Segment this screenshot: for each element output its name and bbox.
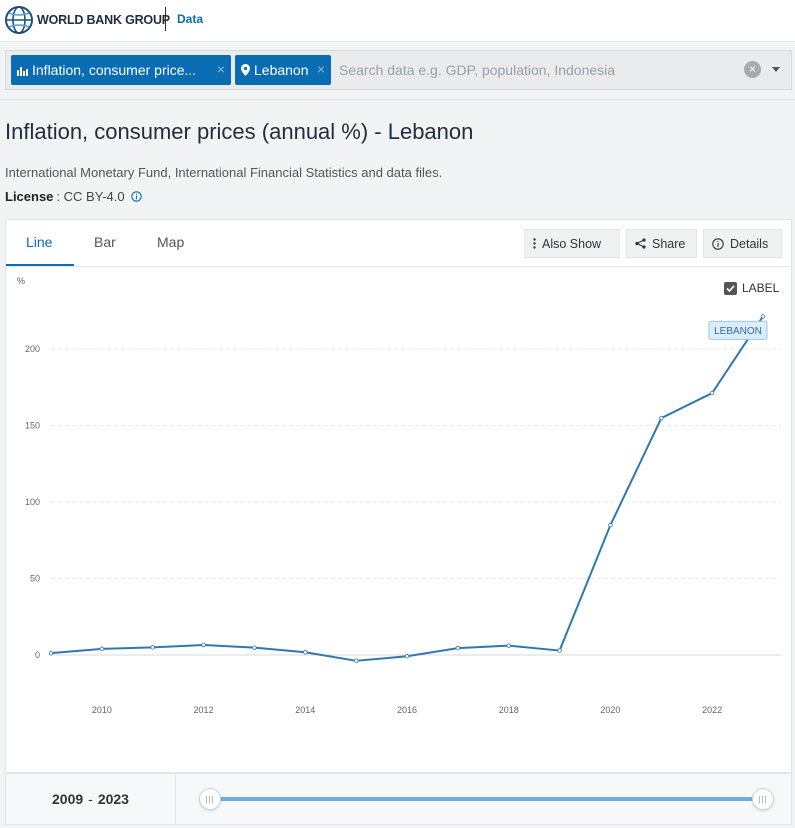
chart-panel: Line Bar Map Also Show Share Details LAB… bbox=[5, 219, 792, 773]
data-point bbox=[608, 522, 613, 528]
x-tick-label: 2016 bbox=[397, 705, 417, 715]
close-icon[interactable]: × bbox=[216, 61, 225, 77]
page-title: Inflation, consumer prices (annual %) - … bbox=[5, 119, 474, 144]
info-icon[interactable] bbox=[130, 191, 142, 202]
more-vertical-icon bbox=[533, 238, 536, 249]
indicator-chip[interactable]: Inflation, consumer price... × bbox=[11, 55, 231, 85]
close-icon[interactable]: × bbox=[316, 61, 325, 77]
line-chart: % 0 50 100 150 200 2010 2012 2014 2016 2018 2020 202… bbox=[17, 276, 781, 715]
data-point bbox=[252, 645, 257, 650]
tab-bar[interactable]: Bar bbox=[94, 234, 116, 250]
details-label: Details bbox=[730, 236, 769, 251]
globe-icon bbox=[5, 6, 33, 34]
tab-map[interactable]: Map bbox=[157, 234, 185, 250]
range-footer: 2009 - 2023 ||| ||| bbox=[5, 773, 792, 825]
logo-text: WORLD BANK GROUP bbox=[37, 13, 170, 27]
data-point bbox=[353, 658, 359, 664]
license-value: : CC BY-4.0 bbox=[56, 189, 125, 204]
range-end: 2023 bbox=[97, 791, 129, 807]
license-info: License : CC BY-4.0 bbox=[5, 189, 142, 204]
data-point bbox=[201, 642, 206, 648]
data-point bbox=[48, 650, 54, 656]
data-point bbox=[709, 390, 715, 396]
range-slider-start-handle[interactable]: ||| bbox=[199, 788, 221, 810]
search-bar-wrapper: Inflation, consumer price... × Lebanon ×… bbox=[0, 42, 795, 100]
chart-tabs: Line Bar Map Also Show Share Details bbox=[6, 220, 791, 267]
x-tick-label: 2012 bbox=[194, 705, 214, 715]
share-icon bbox=[635, 238, 646, 249]
data-point bbox=[404, 654, 410, 659]
y-tick-label: 0 bbox=[35, 650, 40, 660]
tab-line[interactable]: Line bbox=[26, 234, 53, 250]
active-tab-indicator bbox=[6, 264, 74, 266]
also-show-button[interactable]: Also Show bbox=[524, 229, 620, 258]
range-dash: - bbox=[88, 791, 93, 807]
top-bar: WORLD BANK GROUP Data bbox=[0, 0, 795, 42]
range-slider-end-handle[interactable]: ||| bbox=[752, 788, 774, 810]
data-point bbox=[303, 650, 308, 655]
license-label: License bbox=[5, 189, 54, 204]
x-tick-label: 2014 bbox=[295, 705, 315, 715]
y-tick-label: 50 bbox=[30, 574, 40, 584]
y-tick-label: 200 bbox=[25, 344, 40, 354]
series-label: LEBANON bbox=[714, 326, 762, 337]
section-link-data[interactable]: Data bbox=[177, 12, 204, 26]
series-line-lebanon bbox=[50, 315, 764, 662]
indicator-chip-label: Inflation, consumer price... bbox=[32, 62, 197, 78]
data-point bbox=[659, 415, 664, 421]
world-bank-logo[interactable]: WORLD BANK GROUP bbox=[4, 5, 170, 35]
data-source: International Monetary Fund, Internation… bbox=[5, 165, 443, 180]
data-point bbox=[506, 643, 511, 648]
search-box[interactable]: Inflation, consumer price... × Lebanon ×… bbox=[5, 50, 792, 90]
x-tick-label: 2010 bbox=[92, 705, 112, 715]
clear-search-icon[interactable]: × bbox=[744, 61, 761, 78]
logo-divider bbox=[165, 7, 166, 31]
y-tick-label: 100 bbox=[25, 497, 40, 507]
bar-chart-icon bbox=[17, 65, 28, 76]
year-range: 2009 - 2023 bbox=[6, 774, 176, 824]
y-axis-unit-label: % bbox=[17, 276, 25, 286]
x-tick-label: 2018 bbox=[499, 705, 519, 715]
data-point bbox=[99, 646, 105, 652]
data-point bbox=[455, 645, 461, 651]
data-point bbox=[557, 648, 562, 653]
label-toggle-text: LABEL bbox=[742, 281, 780, 295]
range-slider-track[interactable] bbox=[214, 797, 764, 801]
data-point bbox=[760, 314, 766, 319]
checkbox-checked-icon[interactable] bbox=[724, 281, 737, 295]
label-toggle[interactable]: LABEL bbox=[724, 281, 779, 295]
chevron-down-icon[interactable] bbox=[772, 67, 780, 72]
range-start: 2009 bbox=[52, 791, 84, 807]
x-tick-label: 2022 bbox=[702, 705, 722, 715]
details-button[interactable]: Details bbox=[703, 229, 782, 258]
share-button[interactable]: Share bbox=[626, 229, 697, 258]
share-label: Share bbox=[652, 236, 686, 251]
location-pin-icon bbox=[241, 64, 250, 76]
country-chip-label: Lebanon bbox=[254, 62, 309, 78]
x-tick-label: 2020 bbox=[600, 705, 620, 715]
series-label-box bbox=[708, 320, 768, 340]
search-input[interactable]: Search data e.g. GDP, population, Indone… bbox=[339, 62, 616, 78]
y-tick-label: 150 bbox=[25, 421, 40, 431]
info-icon bbox=[712, 237, 724, 250]
chart-area: LABEL % 0 50 100 150 200 2010 2012 2014 2016 2018 2… bbox=[6, 267, 791, 773]
data-point bbox=[150, 645, 155, 650]
also-show-label: Also Show bbox=[542, 236, 602, 251]
country-chip[interactable]: Lebanon × bbox=[235, 55, 331, 85]
